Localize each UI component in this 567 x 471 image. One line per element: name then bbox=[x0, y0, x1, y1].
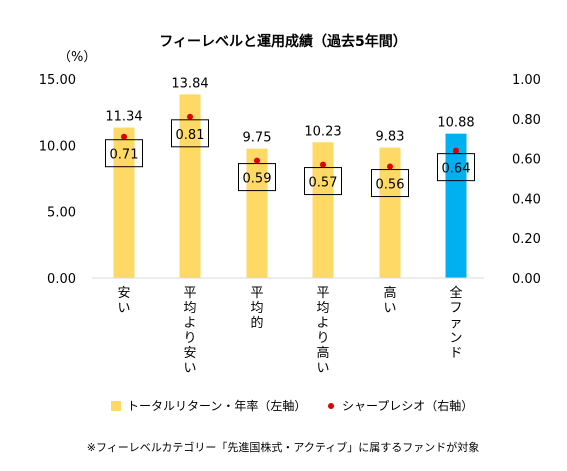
left-tick-label: 10.00 bbox=[39, 139, 76, 154]
right-tick-label: 0.60 bbox=[512, 153, 541, 168]
category-label: 平均より安い bbox=[183, 286, 196, 376]
bar-value-label: 9.83 bbox=[376, 130, 405, 145]
sharpe-value-label: 0.81 bbox=[176, 128, 205, 143]
bar bbox=[179, 94, 201, 278]
sharpe-value-label: 0.64 bbox=[442, 162, 471, 177]
right-tick-label: 0.00 bbox=[512, 272, 541, 287]
bar-value-labels: 11.34 13.84 9.75 10.23 9.83 10.88 bbox=[105, 76, 474, 145]
bar-value-label: 10.88 bbox=[437, 116, 474, 131]
bar bbox=[379, 147, 401, 278]
legend-swatch-sharpe bbox=[328, 403, 334, 409]
bar-value-label: 11.34 bbox=[105, 110, 142, 125]
bar-series bbox=[113, 94, 467, 278]
sharpe-value-label: 0.59 bbox=[243, 172, 272, 187]
category-label: 安い bbox=[117, 286, 130, 316]
bar bbox=[113, 127, 135, 278]
left-tick-label: 0.00 bbox=[47, 272, 76, 287]
left-axis-unit: （%） bbox=[58, 50, 96, 65]
legend-swatch-return bbox=[111, 401, 121, 411]
chart-title: フィーレベルと運用成績（過去5年間） bbox=[159, 33, 406, 50]
category-label: 全ファンド bbox=[449, 285, 462, 361]
sharpe-point bbox=[121, 133, 127, 140]
category-label: 高い bbox=[383, 285, 396, 316]
right-tick-label: 1.00 bbox=[512, 73, 541, 88]
left-tick-label: 15.00 bbox=[39, 73, 76, 88]
footnote: ※フィーレベルカテゴリー「先進国株式・アクティブ」に属するファンドが対象 bbox=[87, 440, 479, 454]
left-axis-ticks: 0.00 5.00 10.00 15.00 bbox=[39, 73, 76, 287]
category-label: 平均的 bbox=[250, 286, 263, 331]
sharpe-point bbox=[187, 113, 193, 120]
sharpe-point bbox=[320, 161, 326, 168]
sharpe-point bbox=[254, 157, 260, 164]
sharpe-point bbox=[453, 147, 459, 154]
right-tick-label: 0.80 bbox=[512, 113, 541, 128]
bar-value-label: 13.84 bbox=[171, 76, 208, 91]
bar bbox=[246, 148, 268, 278]
legend-label-return: トータルリターン・年率（左軸） bbox=[127, 398, 306, 413]
legend-label-sharpe: シャープレシオ（右軸） bbox=[342, 398, 473, 413]
sharpe-value-label: 0.71 bbox=[110, 148, 139, 163]
right-tick-label: 0.20 bbox=[512, 232, 541, 247]
left-tick-label: 5.00 bbox=[47, 206, 76, 221]
category-labels: 安い 平均より安い 平均的 平均より高い 高い 全ファンド bbox=[117, 285, 462, 376]
bar-value-label: 9.75 bbox=[243, 131, 272, 146]
category-label: 平均より高い bbox=[316, 286, 329, 376]
bar bbox=[312, 142, 334, 278]
sharpe-value-label: 0.56 bbox=[376, 178, 405, 193]
right-tick-label: 0.40 bbox=[512, 192, 541, 207]
sharpe-value-label: 0.57 bbox=[309, 176, 338, 191]
legend: トータルリターン・年率（左軸） シャープレシオ（右軸） bbox=[111, 398, 473, 413]
bar-value-label: 10.23 bbox=[304, 124, 341, 139]
bar bbox=[445, 133, 467, 278]
sharpe-ratio-series: 0.71 0.81 0.59 0.57 0.56 0.64 bbox=[105, 113, 475, 198]
sharpe-point bbox=[387, 163, 393, 170]
right-axis-ticks: 0.00 0.20 0.40 0.60 0.80 1.00 bbox=[512, 73, 541, 287]
